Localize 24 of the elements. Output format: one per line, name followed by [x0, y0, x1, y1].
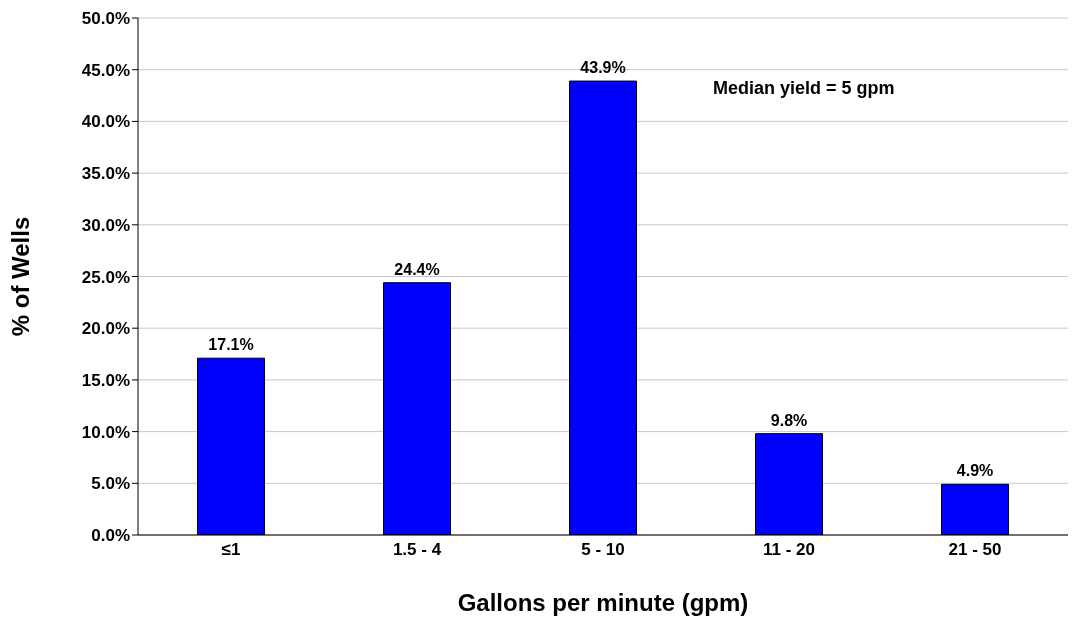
x-tick-label: 21 - 50 — [948, 540, 1002, 560]
y-tick-label: 25.0% — [81, 267, 130, 287]
data-label: 9.8% — [770, 411, 808, 429]
y-tick-label: 15.0% — [81, 370, 130, 390]
y-tick-label: 45.0% — [81, 60, 130, 80]
data-label: 4.9% — [956, 462, 994, 480]
y-tick-label: 5.0% — [91, 474, 130, 494]
y-tick-label: 40.0% — [81, 112, 130, 132]
x-tick-label: 11 - 20 — [763, 540, 815, 560]
data-label: 24.4% — [394, 260, 440, 278]
x-tick-label: 5 - 10 — [581, 540, 625, 560]
y-tick-label: 0.0% — [91, 526, 130, 546]
x-axis-title: Gallons per minute (gpm) — [457, 589, 749, 616]
y-tick-label: 10.0% — [81, 422, 130, 442]
data-label: 17.1% — [208, 336, 254, 354]
data-label: 43.9% — [580, 59, 626, 77]
y-axis-title: % of Wells — [6, 216, 34, 337]
y-tick-label: 30.0% — [81, 215, 130, 235]
y-tick-label: 35.0% — [81, 164, 130, 184]
y-tick-label: 50.0% — [81, 9, 130, 29]
x-tick-label: ≤1 — [221, 540, 241, 560]
x-tick-label: 1.5 - 4 — [392, 540, 442, 560]
y-tick-label: 20.0% — [81, 319, 130, 339]
annotation: Median yield = 5 gpm — [713, 78, 895, 99]
